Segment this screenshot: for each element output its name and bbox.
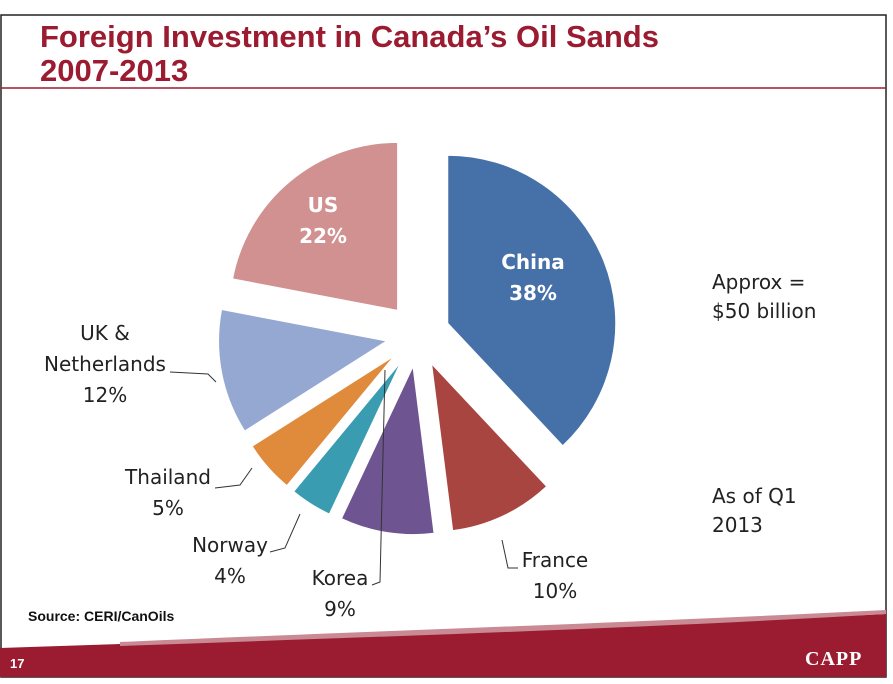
subtitle: 2007-2013 [40, 53, 189, 88]
value-label: 12% [82, 383, 128, 407]
source: Source: CERI/CanOils [28, 608, 175, 624]
pie-slice [340, 364, 435, 536]
leader-lines [169, 369, 518, 586]
leader-line [169, 371, 217, 383]
title: Foreign Investment in Canada’s Oil Sands… [40, 20, 659, 88]
footer-band [0, 614, 886, 677]
slice-label: Korea 9% [280, 563, 400, 625]
logo: CAPP [805, 648, 863, 670]
pie-slice [430, 362, 548, 532]
slice-label: China 38% [463, 247, 603, 309]
slice-label: France 10% [495, 545, 615, 607]
category-label: US [307, 193, 339, 217]
leader-line [371, 369, 386, 586]
category-label: China [501, 250, 565, 274]
footer-swoosh [120, 610, 886, 646]
pie-slice [447, 154, 617, 447]
title-line: Foreign Investment in Canada’s Oil Sands [40, 19, 659, 54]
leader-line [501, 539, 518, 569]
page-number: 17 [10, 656, 25, 671]
slice-label: Norway 4% [170, 530, 290, 592]
category-label: UK & Netherlands [44, 321, 166, 376]
category-label: Korea [311, 566, 369, 590]
leader-line [214, 467, 253, 489]
annotation: Approx = $50 billion [712, 270, 817, 323]
pie-slice [293, 361, 402, 515]
value-label: 10% [532, 579, 578, 603]
slice-label: US 22% [263, 190, 383, 252]
value-label: 9% [324, 597, 356, 621]
annotation: As of Q1 2013 [712, 484, 797, 537]
value-label: 22% [299, 224, 347, 248]
slice-label: UK & Netherlands 12% [30, 318, 180, 411]
category-label: Norway [192, 533, 268, 557]
value-label: 5% [152, 496, 184, 520]
pie-slice [231, 141, 399, 311]
category-label: Thailand [125, 465, 211, 489]
leader-line [269, 513, 301, 553]
slice-label: Thailand 5% [108, 462, 228, 524]
value-label: 4% [214, 564, 246, 588]
pie-slice [218, 308, 388, 432]
category-label: France [521, 548, 589, 572]
value-label: 38% [509, 281, 557, 305]
pie-slice [251, 355, 395, 487]
